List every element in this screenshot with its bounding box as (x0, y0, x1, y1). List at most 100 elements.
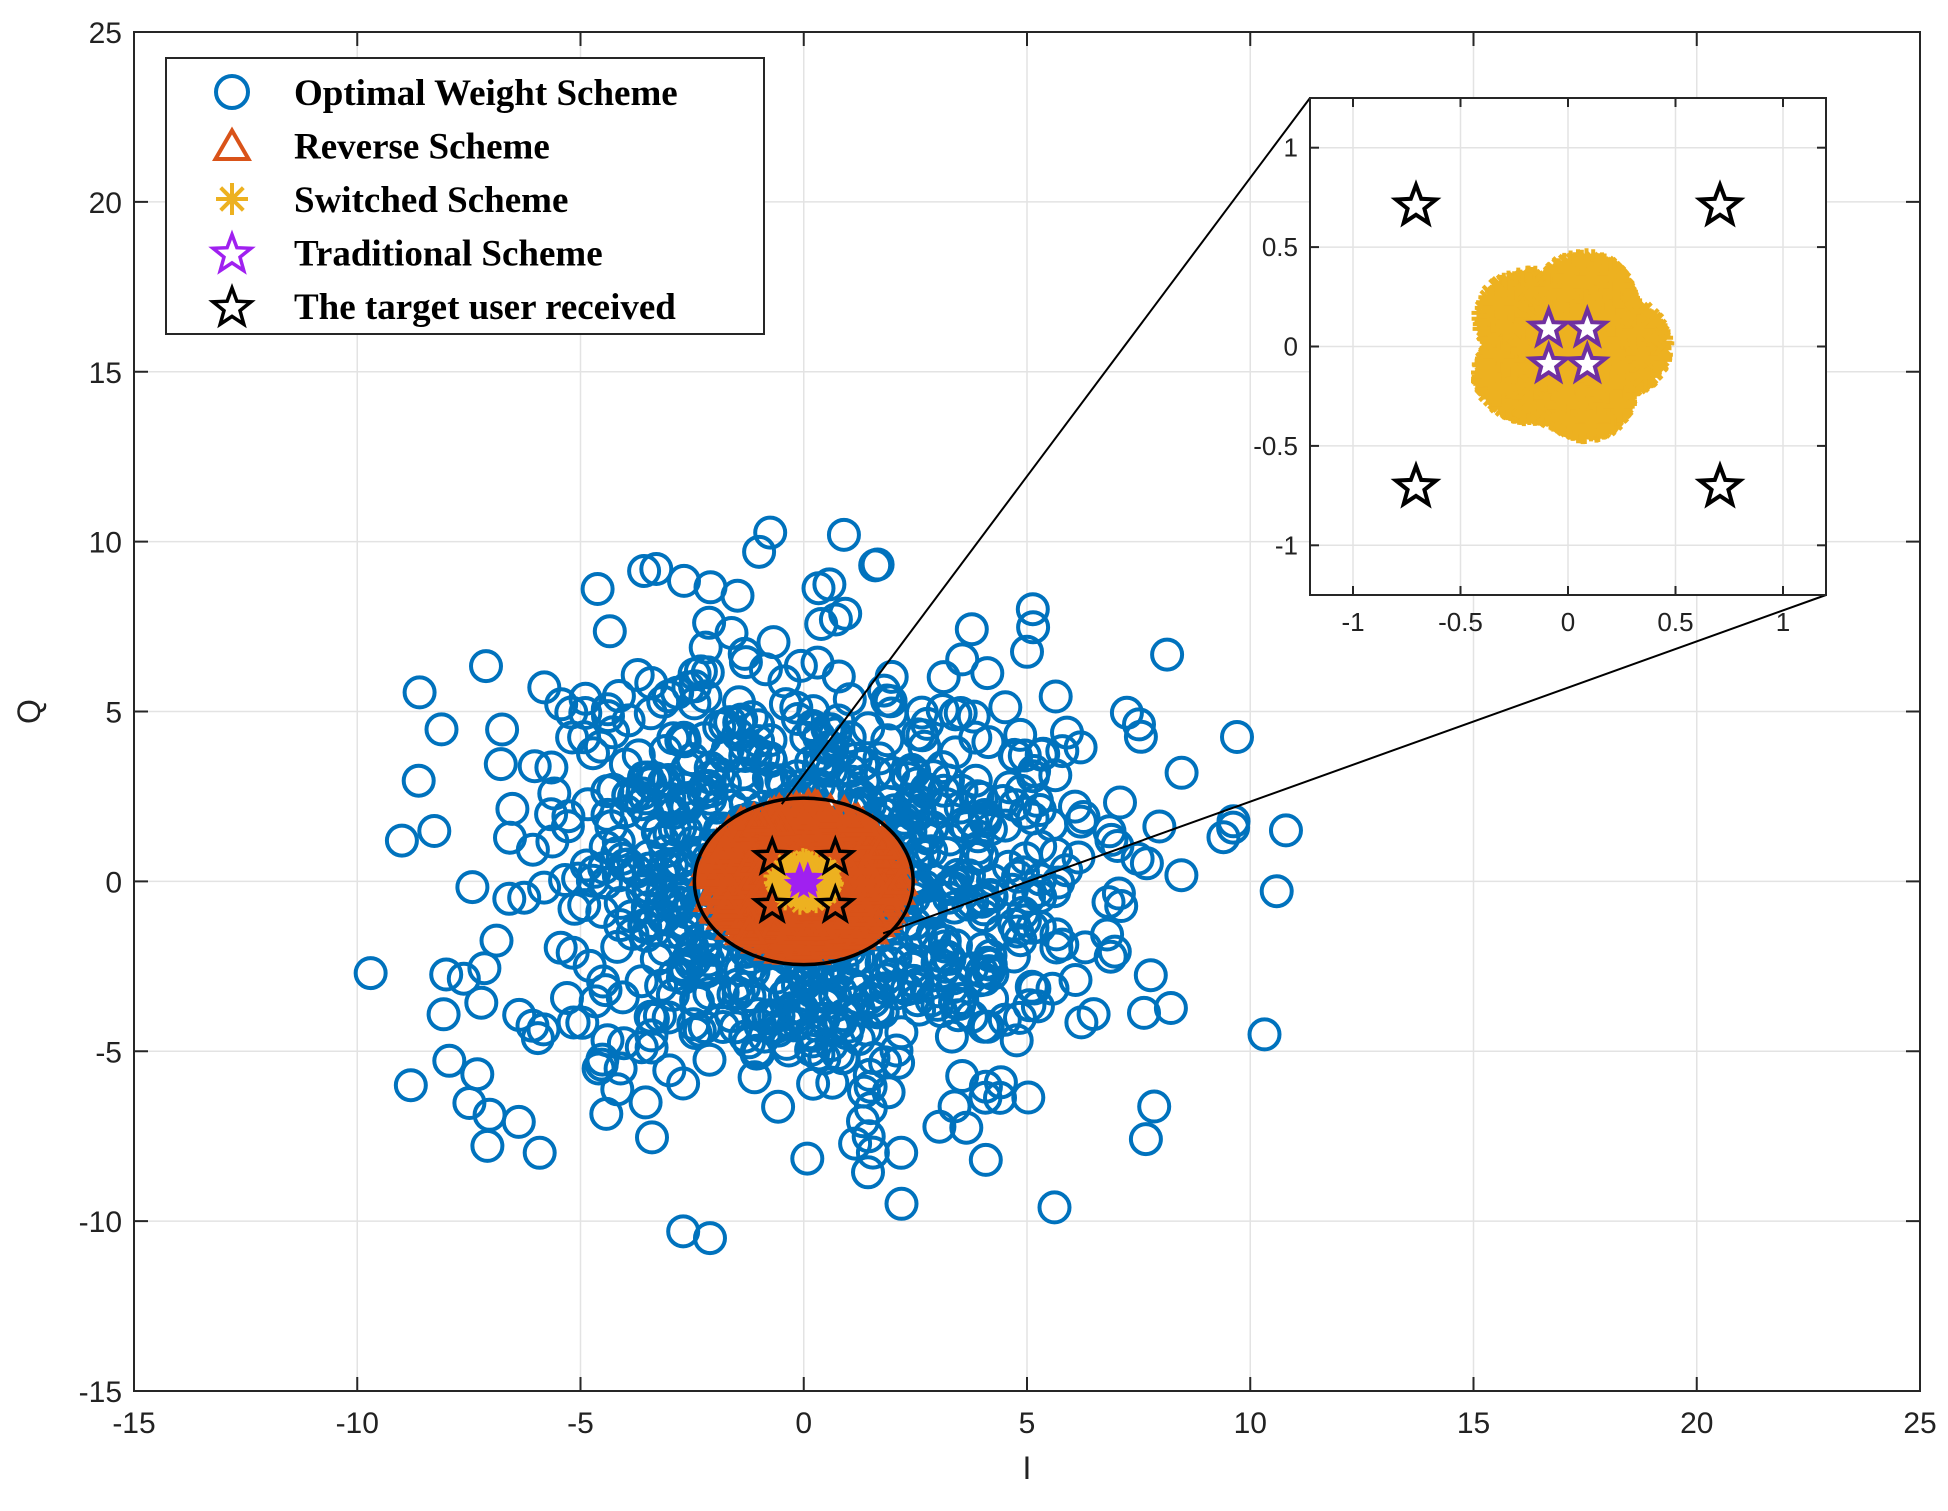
series-target-user (750, 834, 858, 925)
optimal-weight-point (806, 1001, 841, 1036)
x-tick-label: -5 (567, 1407, 594, 1440)
optimal-weight-point (1010, 634, 1044, 669)
optimal-weight-point (452, 1086, 487, 1120)
optimal-weight-point (550, 981, 584, 1015)
y-tick-label: 10 (89, 527, 122, 560)
inset-switched-point (1493, 279, 1526, 312)
optimal-weight-point (639, 552, 674, 586)
optimal-weight-point (1015, 592, 1050, 627)
optimal-weight-point (1003, 1000, 1037, 1035)
inset-switched-point (1619, 327, 1652, 360)
optimal-weight-point (753, 515, 788, 550)
optimal-weight-point (507, 880, 542, 915)
y-tick-label: 0 (105, 866, 122, 899)
optimal-weight-point (796, 1066, 831, 1101)
optimal-weight-point (642, 813, 677, 848)
optimal-weight-point (796, 1018, 831, 1053)
inset-switched-point (1569, 290, 1602, 323)
optimal-weight-point (1097, 934, 1132, 969)
optimal-weight-point (1206, 820, 1241, 855)
optimal-weight-point (722, 705, 757, 740)
series-traditional (783, 861, 824, 899)
optimal-weight-point (1216, 810, 1251, 845)
optimal-weight-point (666, 1066, 701, 1101)
optimal-weight-point (551, 799, 586, 834)
optimal-weight-point (557, 891, 592, 926)
inset-switched-point (1477, 322, 1510, 355)
optimal-weight-point (922, 1109, 957, 1144)
legend-label: Traditional Scheme (294, 234, 603, 275)
optimal-weight-point (1012, 880, 1046, 915)
optimal-weight-point (590, 774, 625, 809)
optimal-weight-point (855, 1135, 890, 1170)
inset-switched-point (1482, 287, 1515, 320)
optimal-weight-point (1017, 971, 1052, 1006)
inset-x-tick-label: -1 (1341, 607, 1364, 637)
inset-switched-point (1512, 272, 1545, 305)
optimal-weight-point (999, 739, 1034, 774)
optimal-weight-point (737, 1060, 772, 1095)
inset-series-target-user (1390, 179, 1746, 509)
optimal-weight-point (834, 754, 868, 788)
optimal-weight-point (1220, 720, 1254, 754)
legend: Optimal Weight Scheme Reverse Scheme Switc… (165, 57, 765, 335)
y-axis-title: Q (11, 699, 47, 724)
optimal-weight-point (1142, 809, 1177, 844)
optimal-weight-point (975, 981, 1010, 1016)
optimal-weight-point (965, 839, 1000, 873)
reverse-point (838, 802, 873, 833)
y-tick-label: -10 (79, 1206, 122, 1239)
x-tick-label: 25 (1903, 1407, 1936, 1440)
legend-label: Optimal Weight Scheme (294, 73, 678, 114)
optimal-weight-point (937, 890, 972, 925)
optimal-weight-point (631, 870, 666, 905)
target-user-point (750, 882, 795, 925)
reverse-point (784, 929, 820, 960)
optimal-weight-point (801, 571, 836, 606)
inset-traditional-point (1563, 339, 1611, 385)
optimal-weight-point (851, 711, 886, 746)
optimal-weight-point (1008, 841, 1043, 876)
optimal-weight-point (544, 687, 579, 722)
optimal-weight-point (568, 696, 603, 730)
optimal-weight-point (800, 645, 835, 680)
optimal-weight-point (550, 809, 585, 844)
optimal-weight-point (1020, 989, 1055, 1024)
optimal-weight-point (495, 791, 530, 826)
optimal-weight-point (467, 951, 502, 986)
optimal-weight-point (1127, 995, 1161, 1030)
optimal-weight-point (909, 772, 944, 806)
optimal-weight-point (1045, 734, 1080, 769)
inset-target-user-point (1694, 460, 1746, 509)
optimal-weight-point (633, 999, 668, 1034)
optimal-weight-point (968, 1069, 1003, 1104)
inset-switched-point (1515, 369, 1548, 401)
inset-switched-point (1496, 289, 1529, 322)
optimal-weight-point (620, 658, 655, 692)
inset-switched-point (1489, 303, 1521, 336)
optimal-weight-point (973, 938, 1008, 973)
optimal-weight-point (965, 931, 1000, 966)
optimal-weight-point (949, 810, 984, 845)
y-tick-label: 15 (89, 357, 122, 390)
optimal-weight-point (692, 1042, 727, 1077)
inset-switched-point (1556, 388, 1589, 421)
inset-switched-point (1545, 291, 1578, 324)
optimal-weight-point (929, 836, 964, 871)
inset-switched-point (1629, 358, 1662, 391)
optimal-weight-point (588, 865, 623, 900)
inset-y-tick-label: -1 (1275, 530, 1298, 560)
optimal-weight-point (699, 790, 734, 825)
inset-switched-point (1572, 274, 1605, 307)
optimal-weight-point (1268, 813, 1303, 848)
optimal-weight-point (814, 753, 849, 788)
optimal-weight-point (915, 916, 950, 951)
switched-point (813, 886, 834, 907)
optimal-weight-point (1247, 1017, 1282, 1052)
optimal-weight-point (603, 1051, 638, 1086)
optimal-weight-point (960, 779, 995, 814)
switched-point (774, 883, 795, 904)
inset-switched-point (1482, 340, 1515, 373)
optimal-weight-point (720, 578, 755, 613)
legend-item: Reverse Scheme (212, 127, 550, 168)
